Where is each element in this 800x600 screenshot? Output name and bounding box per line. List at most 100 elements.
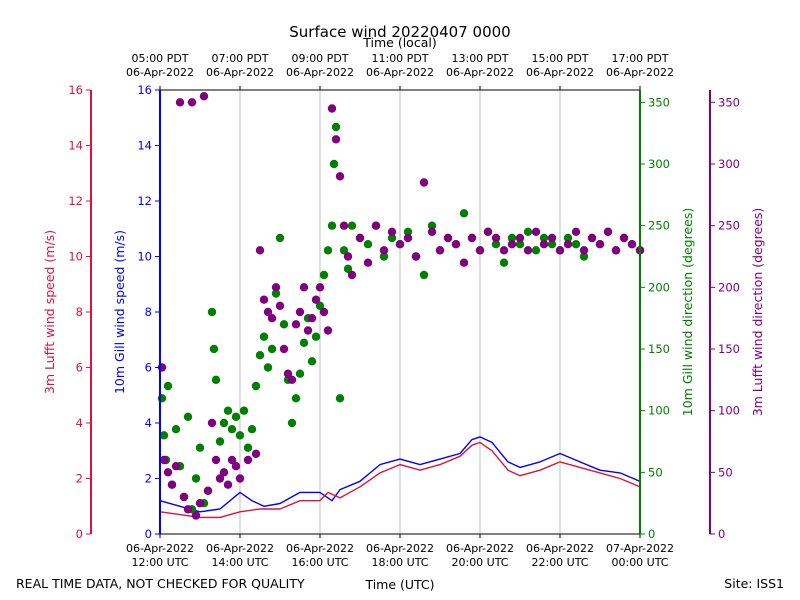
top-tick-label-time: 17:00 PDT bbox=[611, 52, 668, 65]
right-inner-axis-tick-label: 200 bbox=[648, 280, 670, 294]
10m-gill-wind-direction-point bbox=[427, 221, 437, 230]
10m-gill-wind-direction-point bbox=[267, 344, 277, 354]
3m-lufft-wind-direction-point bbox=[427, 227, 437, 236]
right-inner-axis-tick-label: 250 bbox=[648, 219, 670, 233]
10m-gill-wind-direction-point bbox=[259, 332, 269, 341]
10m-gill-wind-direction-point bbox=[515, 240, 525, 249]
right-inner-axis-label: 10m Gill wind direction (degrees) bbox=[680, 208, 695, 416]
10m-gill-wind-direction-point bbox=[291, 394, 301, 403]
3m-lufft-wind-direction-point bbox=[619, 233, 629, 243]
site-label: Site: ISS1 bbox=[724, 576, 784, 591]
3m-lufft-wind-direction-point bbox=[295, 307, 305, 317]
3m-lufft-wind-direction-point bbox=[279, 344, 289, 354]
3m-lufft-wind-direction-point bbox=[547, 233, 557, 243]
3m-lufft-wind-direction-point bbox=[507, 240, 517, 249]
10m-gill-wind-direction-point bbox=[255, 351, 265, 360]
left-inner-axis-tick-label: 12 bbox=[137, 194, 152, 208]
top-tick-label-time: 09:00 PDT bbox=[291, 52, 348, 65]
left-inner-axis-tick-label: 6 bbox=[145, 361, 152, 375]
3m-lufft-wind-direction-point bbox=[395, 240, 405, 249]
3m-lufft-wind-direction-point bbox=[259, 295, 269, 304]
10m-gill-wind-direction-point bbox=[219, 418, 229, 428]
10m-gill-wind-direction-point bbox=[323, 246, 333, 255]
3m-lufft-wind-direction-point bbox=[283, 369, 293, 378]
10m-gill-wind-direction-point bbox=[307, 357, 317, 366]
10m-gill-wind-direction-point bbox=[319, 270, 329, 280]
10m-gill-wind-direction-point bbox=[263, 363, 273, 372]
3m-lufft-wind-direction-point bbox=[303, 326, 313, 335]
10m-gill-wind-direction-point bbox=[239, 406, 249, 415]
3m-lufft-wind-direction-point bbox=[579, 246, 589, 255]
top-tick-label-date: 06-Apr-2022 bbox=[286, 66, 354, 79]
10m-gill-wind-direction-point bbox=[339, 246, 349, 255]
3m-lufft-wind-direction-point bbox=[539, 240, 549, 249]
3m-lufft-wind-direction-point bbox=[627, 240, 637, 249]
3m-lufft-wind-direction-point bbox=[195, 499, 205, 508]
3m-lufft-wind-direction-point bbox=[267, 314, 277, 323]
3m-lufft-wind-direction-point bbox=[243, 455, 253, 465]
10m-gill-wind-direction-point bbox=[335, 394, 345, 403]
bottom-axis-label: Time (UTC) bbox=[364, 577, 434, 592]
3m-lufft-wind-direction-point bbox=[563, 240, 573, 249]
right-inner-axis-tick-label: 350 bbox=[648, 95, 670, 109]
bottom-tick-label-date: 06-Apr-2022 bbox=[286, 542, 354, 555]
top-tick-label-date: 06-Apr-2022 bbox=[206, 66, 274, 79]
3m-lufft-wind-direction-point bbox=[587, 233, 597, 243]
10m-gill-wind-direction-point bbox=[271, 289, 281, 298]
10m-gill-wind-direction-point bbox=[163, 381, 173, 391]
left-inner-axis-tick-label: 14 bbox=[137, 139, 152, 153]
10m-gill-wind-direction-point bbox=[275, 233, 285, 243]
3m-lufft-wind-direction-point bbox=[235, 474, 245, 483]
3m-lufft-wind-direction-point bbox=[571, 227, 581, 236]
3m-lufft-wind-direction-point bbox=[515, 233, 525, 243]
10m-gill-wind-direction-point bbox=[207, 307, 217, 317]
right-inner-axis-tick-label: 100 bbox=[648, 404, 670, 418]
3m-lufft-wind-direction-point bbox=[595, 240, 605, 249]
3m-lufft-wind-direction-point bbox=[191, 511, 201, 520]
10m-gill-wind-direction-point bbox=[159, 431, 169, 440]
3m-lufft-wind-direction-point bbox=[311, 295, 321, 304]
3m-lufft-wind-direction-point bbox=[187, 98, 197, 107]
3m-lufft-wind-direction-point bbox=[223, 480, 233, 489]
right-outer-axis-tick-label: 0 bbox=[718, 527, 725, 541]
3m-lufft-wind-direction-point bbox=[323, 326, 333, 335]
10m-gill-wind-direction-point bbox=[211, 375, 221, 384]
bottom-tick-label-time: 12:00 UTC bbox=[131, 556, 188, 569]
3m-lufft-wind-direction-point bbox=[523, 246, 533, 255]
10m-gill-wind-direction-point bbox=[491, 240, 501, 249]
3m-lufft-wind-direction-point bbox=[199, 92, 209, 101]
right-outer-axis-tick-label: 200 bbox=[718, 280, 740, 294]
10m-gill-wind-direction-point bbox=[315, 301, 325, 310]
10m-gill-wind-direction-point bbox=[343, 264, 353, 273]
3m-lufft-wind-speed-line bbox=[159, 441, 641, 519]
left-outer-axis-tick-label: 4 bbox=[76, 416, 83, 430]
3m-lufft-wind-direction-point bbox=[531, 227, 541, 236]
left-inner-axis-tick-label: 10 bbox=[137, 250, 152, 264]
3m-lufft-wind-direction-point bbox=[483, 227, 493, 236]
bottom-tick-label-time: 18:00 UTC bbox=[371, 556, 428, 569]
3m-lufft-wind-direction-point bbox=[275, 301, 285, 310]
bottom-tick-label-date: 06-Apr-2022 bbox=[526, 542, 594, 555]
10m-gill-wind-direction-point bbox=[379, 252, 389, 261]
left-inner-axis-tick-label: 16 bbox=[137, 83, 152, 97]
10m-gill-wind-direction-point bbox=[547, 240, 557, 249]
series-layer bbox=[157, 92, 645, 520]
10m-gill-wind-direction-point bbox=[227, 425, 237, 434]
left-inner-axis-tick-label: 0 bbox=[145, 527, 152, 541]
right-outer-axis-tick-label: 100 bbox=[718, 404, 740, 418]
bottom-tick-label-time: 00:00 UTC bbox=[611, 556, 668, 569]
top-tick-label-time: 13:00 PDT bbox=[451, 52, 508, 65]
left-outer-axis-tick-label: 6 bbox=[76, 361, 83, 375]
3m-lufft-wind-direction-point bbox=[307, 314, 317, 323]
10m-gill-wind-direction-point bbox=[243, 443, 253, 452]
right-inner-axis-tick-label: 150 bbox=[648, 342, 670, 356]
3m-lufft-wind-direction-point bbox=[287, 375, 297, 384]
3m-lufft-wind-direction-point bbox=[271, 283, 281, 292]
top-tick-label-date: 06-Apr-2022 bbox=[126, 66, 194, 79]
3m-lufft-wind-direction-point bbox=[603, 227, 613, 236]
10m-gill-wind-direction-point bbox=[295, 369, 305, 378]
3m-lufft-wind-direction-point bbox=[179, 492, 189, 502]
3m-lufft-wind-direction-point bbox=[339, 221, 349, 230]
3m-lufft-wind-direction-point bbox=[231, 462, 241, 471]
